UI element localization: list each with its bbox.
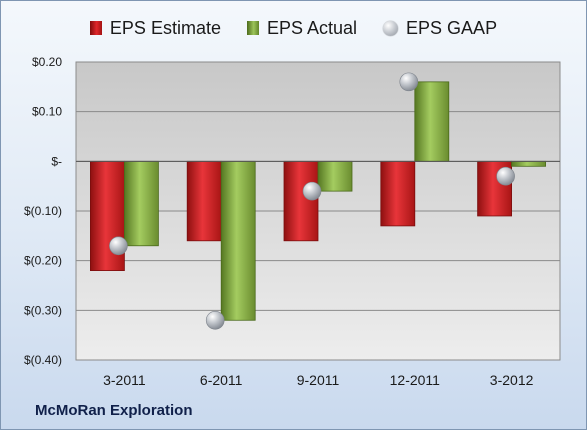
marker-eps-gaap [205, 310, 225, 330]
bar-eps-actual [317, 160, 353, 192]
company-name: McMoRan Exploration [35, 402, 193, 419]
y-tick-label: $(0.20) [24, 254, 62, 268]
y-tick-label: $0.10 [32, 105, 62, 119]
bar-eps-estimate [186, 160, 222, 242]
legend-swatch-eps-estimate [89, 21, 102, 35]
legend-item-eps-gaap: EPS GAAP [383, 18, 497, 39]
marker-eps-gaap [302, 181, 322, 201]
marker-eps-gaap [399, 72, 419, 92]
legend-item-eps-actual: EPS Actual [246, 17, 358, 39]
x-category-label: 12-2011 [390, 372, 441, 388]
bar-eps-actual [414, 81, 450, 162]
y-tick-label: $(0.10) [24, 204, 62, 218]
x-category-label: 3-2011 [103, 372, 146, 388]
bar-eps-estimate [283, 160, 319, 242]
bar-eps-estimate [380, 160, 416, 227]
bar-eps-actual [124, 160, 159, 247]
legend: EPS Estimate EPS Actual EPS GAAP [0, 14, 587, 42]
legend-label-eps-gaap: EPS GAAP [406, 17, 498, 38]
y-tick-label: $(0.40) [24, 353, 62, 367]
legend-swatch-eps-gaap [383, 20, 399, 36]
x-category-label: 9-2011 [297, 372, 340, 388]
legend-swatch-eps-actual [246, 21, 259, 35]
y-tick-label: $0.20 [32, 55, 62, 69]
marker-eps-gaap [109, 236, 128, 256]
marker-eps-gaap [496, 166, 515, 186]
legend-label-eps-estimate: EPS Estimate [109, 17, 221, 38]
x-category-label: 6-2011 [200, 372, 243, 388]
legend-item-eps-estimate: EPS Estimate [89, 17, 221, 39]
bar-eps-actual [220, 160, 256, 321]
y-tick-label: $- [51, 154, 62, 168]
legend-label-eps-actual: EPS Actual [266, 17, 358, 38]
bar-eps-actual [511, 160, 547, 167]
y-tick-label: $(0.30) [24, 303, 62, 317]
x-category-label: 3-2012 [490, 372, 534, 388]
